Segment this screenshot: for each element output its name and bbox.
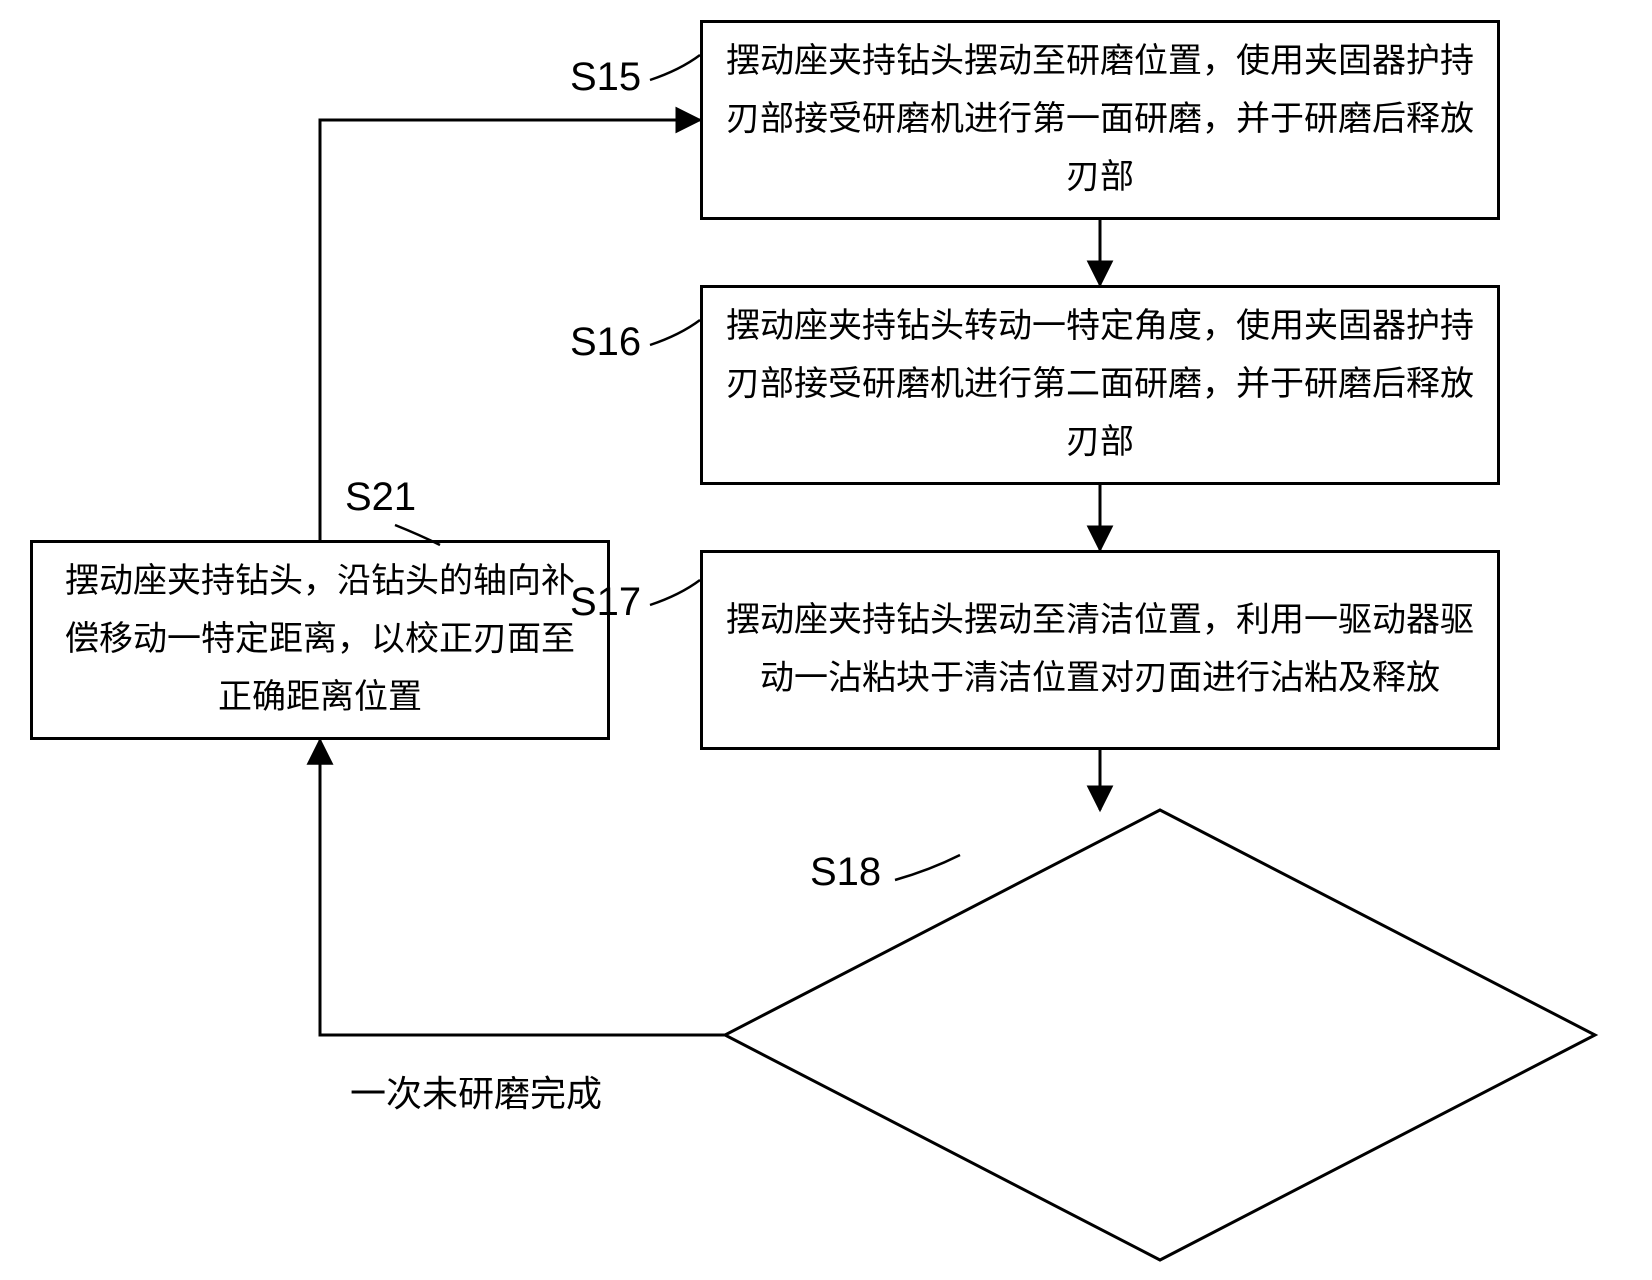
label-s21: S21 (345, 475, 416, 520)
node-s17: 摆动座夹持钻头摆动至清洁位置，利用一驱动器驱动一沾粘块于清洁位置对刃面进行沾粘及… (700, 550, 1500, 750)
label-s17: S17 (570, 580, 641, 625)
leader-s16 (650, 320, 700, 345)
node-s15-text: 摆动座夹持钻头摆动至研磨位置，使用夹固器护持刃部接受研磨机进行第一面研磨，并于研… (723, 33, 1477, 206)
node-s15: 摆动座夹持钻头摆动至研磨位置，使用夹固器护持刃部接受研磨机进行第一面研磨，并于研… (700, 20, 1500, 220)
leader-s17 (650, 580, 700, 605)
leader-s15 (650, 55, 700, 80)
node-s16-text: 摆动座夹持钻头转动一特定角度，使用夹固器护持刃部接受研磨机进行第二面研磨，并于研… (723, 298, 1477, 471)
edge-s18-s21 (320, 740, 725, 1035)
node-s18: 摆动座夹持钻头摆动至检测位置，利用第二影象检测器感测刃面，以确认刃面的研磨状况 (860, 870, 1460, 1200)
node-s16: 摆动座夹持钻头转动一特定角度，使用夹固器护持刃部接受研磨机进行第二面研磨，并于研… (700, 285, 1500, 485)
node-s17-text: 摆动座夹持钻头摆动至清洁位置，利用一驱动器驱动一沾粘块于清洁位置对刃面进行沾粘及… (723, 592, 1477, 708)
node-s18-text: 摆动座夹持钻头摆动至检测位置，利用第二影象检测器感测刃面，以确认刃面的研磨状况 (860, 951, 1460, 1119)
node-s21: 摆动座夹持钻头，沿钻头的轴向补偿移动一特定距离，以校正刃面至正确距离位置 (30, 540, 610, 740)
label-s15: S15 (570, 55, 641, 100)
label-s18: S18 (810, 850, 881, 895)
node-s21-text: 摆动座夹持钻头，沿钻头的轴向补偿移动一特定距离，以校正刃面至正确距离位置 (53, 553, 587, 726)
label-s16: S16 (570, 320, 641, 365)
edge-label-s18-s21: 一次未研磨完成 (350, 1065, 602, 1117)
